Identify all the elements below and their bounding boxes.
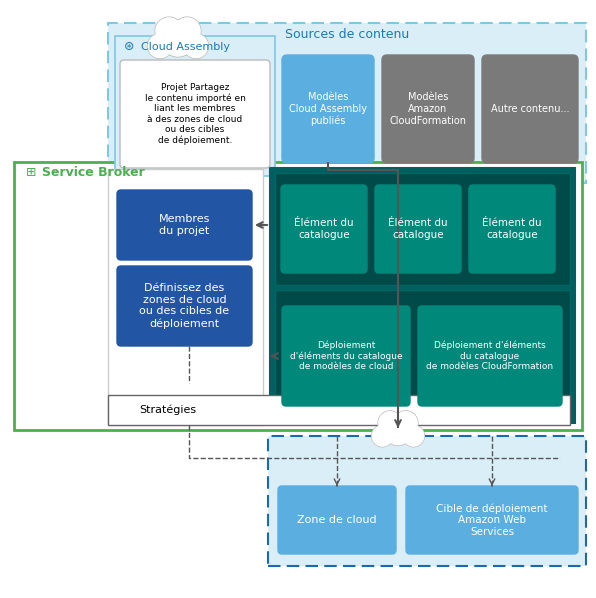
FancyBboxPatch shape — [120, 60, 270, 168]
Circle shape — [156, 17, 182, 44]
Circle shape — [372, 426, 393, 446]
Text: Élément du
catalogue: Élément du catalogue — [294, 218, 354, 240]
Circle shape — [173, 17, 200, 44]
Bar — [275, 173, 570, 285]
Circle shape — [384, 416, 412, 445]
Text: Stratégies: Stratégies — [139, 405, 197, 415]
Circle shape — [384, 417, 412, 445]
Bar — [268, 436, 586, 566]
Text: Définissez des
zones de cloud
ou des cibles de
déploiement: Définissez des zones de cloud ou des cib… — [139, 283, 229, 329]
Circle shape — [162, 24, 194, 56]
Circle shape — [174, 18, 200, 44]
Circle shape — [372, 426, 393, 446]
Bar — [115, 36, 275, 176]
FancyBboxPatch shape — [281, 185, 367, 273]
Text: Déploiement d'éléments
du catalogue
de modèles CloudFormation: Déploiement d'éléments du catalogue de m… — [426, 341, 554, 371]
Bar — [108, 169, 263, 425]
Circle shape — [379, 411, 402, 434]
FancyBboxPatch shape — [117, 266, 252, 346]
Circle shape — [403, 426, 424, 446]
Circle shape — [148, 34, 172, 58]
Circle shape — [184, 34, 207, 57]
Bar — [275, 290, 570, 418]
FancyBboxPatch shape — [406, 486, 578, 554]
Bar — [14, 162, 582, 430]
Text: Modèles
Amazon
CloudFormation: Modèles Amazon CloudFormation — [390, 93, 467, 126]
FancyBboxPatch shape — [282, 306, 410, 406]
Bar — [270, 168, 575, 423]
Circle shape — [156, 18, 182, 44]
Text: Membres
du projet: Membres du projet — [159, 214, 210, 236]
Circle shape — [395, 411, 417, 434]
FancyBboxPatch shape — [117, 190, 252, 260]
Circle shape — [394, 411, 418, 435]
Text: ⊛: ⊛ — [124, 41, 134, 53]
Circle shape — [162, 23, 194, 56]
Text: Autre contenu...: Autre contenu... — [491, 104, 569, 114]
Text: Service Broker: Service Broker — [42, 166, 145, 179]
Text: Zone de cloud: Zone de cloud — [297, 515, 377, 525]
Bar — [108, 23, 586, 183]
Bar — [108, 395, 570, 425]
Circle shape — [184, 34, 208, 58]
FancyBboxPatch shape — [382, 55, 474, 163]
Text: Élément du
catalogue: Élément du catalogue — [482, 218, 542, 240]
Circle shape — [378, 411, 402, 435]
FancyBboxPatch shape — [418, 306, 562, 406]
Circle shape — [148, 34, 172, 57]
Circle shape — [403, 426, 424, 446]
FancyBboxPatch shape — [469, 185, 555, 273]
Text: Cloud Assembly: Cloud Assembly — [141, 42, 230, 52]
FancyBboxPatch shape — [282, 55, 374, 163]
Text: Sources de contenu: Sources de contenu — [285, 29, 409, 41]
Text: Élément du
catalogue: Élément du catalogue — [388, 218, 448, 240]
FancyBboxPatch shape — [278, 486, 396, 554]
Text: Projet Partagez
le contenu importé en
liant les membres
à des zones de cloud
ou : Projet Partagez le contenu importé en li… — [145, 83, 246, 145]
Text: Modèles
Cloud Assembly
publiés: Modèles Cloud Assembly publiés — [289, 92, 367, 126]
Text: Cible de déploiement
Amazon Web
Services: Cible de déploiement Amazon Web Services — [436, 503, 548, 537]
FancyBboxPatch shape — [375, 185, 461, 273]
Text: ⊞: ⊞ — [26, 166, 36, 179]
FancyBboxPatch shape — [482, 55, 578, 163]
Text: Déploiement
d'éléments du catalogue
de modèles de cloud: Déploiement d'éléments du catalogue de m… — [290, 340, 402, 371]
